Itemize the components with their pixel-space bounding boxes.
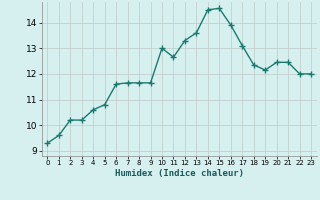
X-axis label: Humidex (Indice chaleur): Humidex (Indice chaleur) (115, 169, 244, 178)
